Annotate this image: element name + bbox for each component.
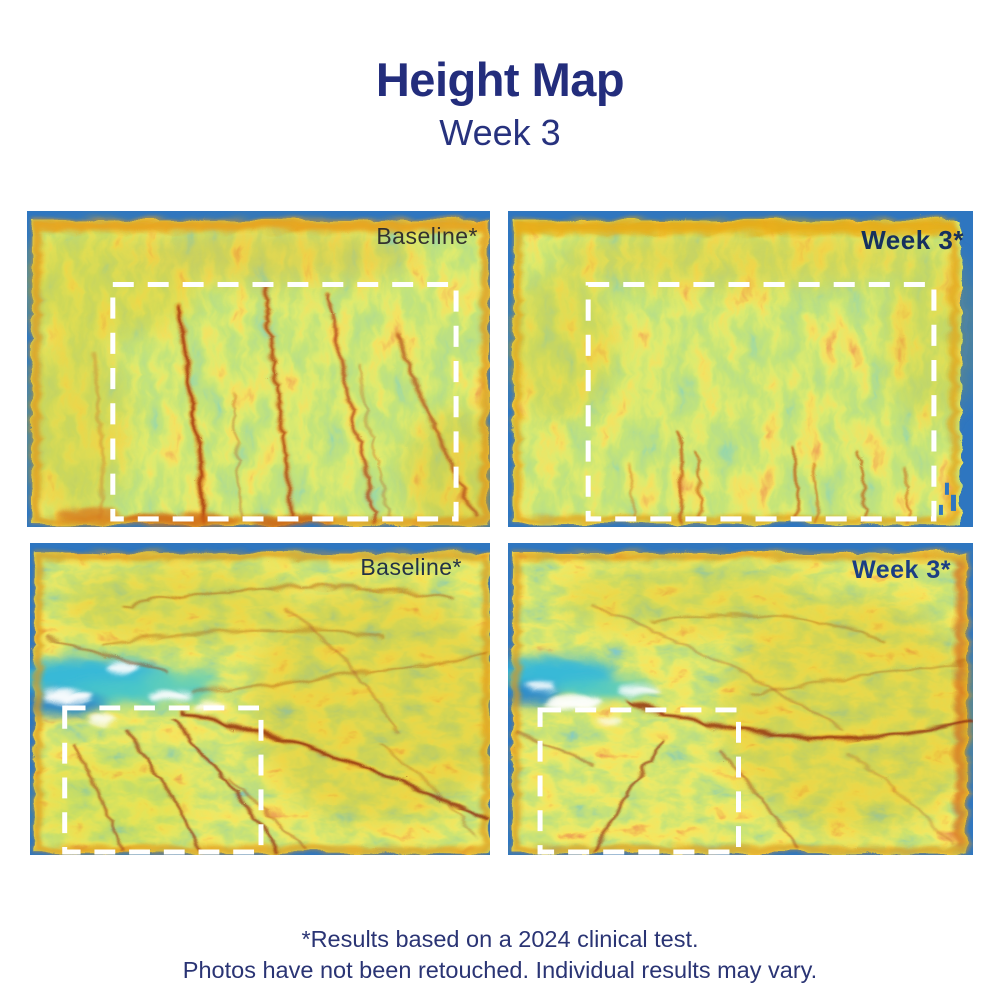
page-subtitle: Week 3 (439, 112, 561, 153)
scan-artifact-pixels (938, 482, 956, 515)
heightmap-panel-baseline-subject1: Baseline* (27, 211, 490, 527)
specular-highlight-patches (524, 679, 657, 722)
heightmap-panel-week3-subject1: Week 3* (508, 211, 973, 527)
panel-label: Baseline* (360, 554, 462, 580)
specular-highlight-patches (40, 658, 223, 723)
comparison-region-outline (537, 707, 742, 855)
heightmap-panel-week3-subject2: Week 3* (508, 543, 973, 855)
panel-label: Baseline* (376, 223, 478, 249)
comparison-region-outline (585, 281, 937, 522)
heightmap-panel-baseline-subject2: Baseline* (30, 543, 490, 855)
heightmap-texture (30, 543, 490, 855)
footnote-line-1: *Results based on a 2024 clinical test. (301, 926, 699, 952)
panel-label: Week 3* (861, 225, 964, 255)
footnote-line-2: Photos have not been retouched. Individu… (182, 957, 818, 983)
page-title: Height Map (375, 53, 625, 106)
footnote: *Results based on a 2024 clinical test. … (0, 924, 1000, 986)
comparison-region-outline (110, 281, 459, 522)
comparison-region-outline (62, 705, 264, 855)
panel-label: Week 3* (852, 556, 951, 584)
header: Height Map Week 3 (0, 52, 1000, 154)
deep-wrinkle-valley (508, 653, 652, 702)
